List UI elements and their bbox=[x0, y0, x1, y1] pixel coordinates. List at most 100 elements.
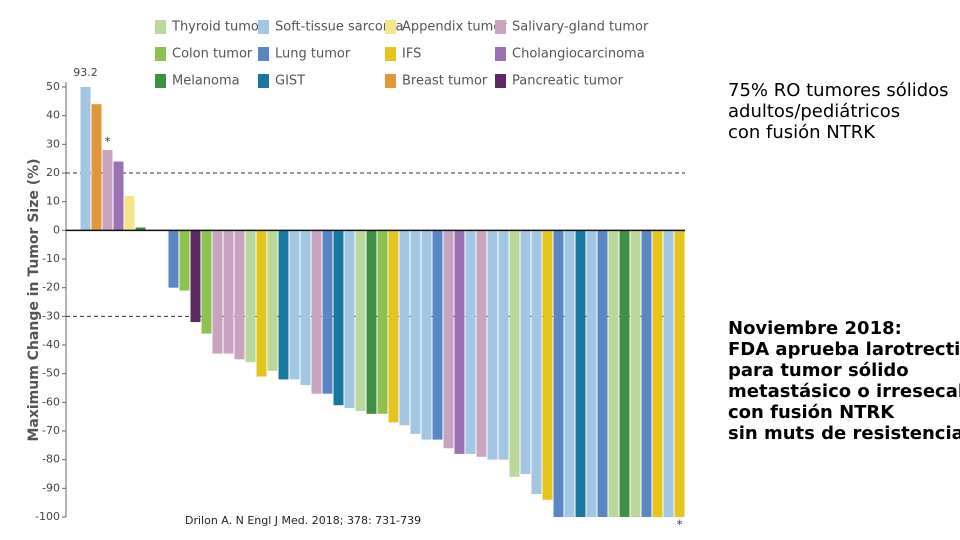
y-tick-label: 10 bbox=[46, 195, 60, 208]
legend-label: Melanoma bbox=[172, 74, 240, 89]
y-tick-label: -70 bbox=[42, 424, 60, 437]
legend-label: Colon tumor bbox=[172, 47, 253, 62]
text-line: 75% RO tumores sólidos bbox=[728, 80, 949, 101]
legend-swatch bbox=[385, 74, 396, 88]
bar bbox=[91, 104, 102, 231]
source: Drilon A. N Engl J Med. 2018; 378: 731-7… bbox=[185, 514, 421, 527]
bar bbox=[366, 230, 377, 414]
y-tick-label: -60 bbox=[42, 395, 60, 408]
annotation: * bbox=[677, 518, 683, 532]
bar bbox=[674, 230, 685, 518]
bar bbox=[234, 230, 245, 360]
value-label: 93.2 bbox=[73, 66, 98, 79]
bar bbox=[124, 195, 135, 231]
text-block: Noviembre 2018:FDA aprueba larotrectinib… bbox=[728, 318, 960, 444]
bar bbox=[135, 227, 146, 231]
text-line: Noviembre 2018: bbox=[728, 318, 902, 339]
legend-label: Appendix tumor bbox=[402, 20, 507, 35]
bar bbox=[102, 150, 113, 231]
legend-label: IFS bbox=[402, 47, 421, 62]
bar bbox=[212, 230, 223, 354]
y-tick-label: -90 bbox=[42, 481, 60, 494]
text-line: FDA aprueba larotrectinib bbox=[728, 339, 960, 360]
bar bbox=[641, 230, 652, 518]
bar bbox=[443, 230, 454, 449]
y-tick-label: -100 bbox=[35, 510, 60, 523]
bar bbox=[564, 230, 575, 518]
bar bbox=[278, 230, 289, 380]
legend-label: GIST bbox=[275, 74, 305, 89]
bar bbox=[652, 230, 663, 518]
bar bbox=[267, 230, 278, 371]
legend-label: Lung tumor bbox=[275, 47, 351, 62]
bar bbox=[454, 230, 465, 454]
bar bbox=[630, 230, 641, 518]
legend-swatch bbox=[495, 47, 506, 61]
bar bbox=[201, 230, 212, 334]
bar bbox=[531, 230, 542, 495]
legend-swatch bbox=[385, 47, 396, 61]
text-line: sin muts de resistencia bbox=[728, 423, 960, 444]
y-tick-label: -20 bbox=[42, 281, 60, 294]
bar bbox=[553, 230, 564, 518]
bar bbox=[663, 230, 674, 518]
legend-swatch bbox=[258, 47, 269, 61]
bar bbox=[608, 230, 619, 518]
legend-swatch bbox=[495, 20, 506, 34]
bar bbox=[80, 87, 91, 231]
bar bbox=[344, 230, 355, 409]
bar bbox=[300, 230, 311, 386]
annotation: * bbox=[105, 135, 111, 149]
bar bbox=[113, 161, 124, 231]
legend-label: Breast tumor bbox=[402, 74, 488, 89]
y-axis-label: Maximum Change in Tumor Size (%) bbox=[26, 158, 42, 441]
legend-swatch bbox=[155, 47, 166, 61]
legend-swatch bbox=[385, 20, 396, 34]
y-tick-label: -80 bbox=[42, 453, 60, 466]
bar bbox=[421, 230, 432, 440]
bar bbox=[355, 230, 366, 411]
bar bbox=[322, 230, 333, 394]
bars bbox=[80, 87, 685, 518]
bar bbox=[575, 230, 586, 518]
legend-swatch bbox=[495, 74, 506, 88]
y-tick-label: 30 bbox=[46, 137, 60, 150]
y-tick-label: 40 bbox=[46, 109, 60, 122]
bar bbox=[179, 230, 190, 291]
text-line: para tumor sólido bbox=[728, 360, 909, 381]
legend-label: Pancreatic tumor bbox=[512, 74, 624, 89]
bar bbox=[190, 230, 201, 323]
text-line: metastásico o irresecable bbox=[728, 381, 960, 402]
bar bbox=[498, 230, 509, 460]
bar bbox=[223, 230, 234, 354]
legend-label: Thyroid tumor bbox=[171, 20, 265, 35]
y-tick-label: -50 bbox=[42, 367, 60, 380]
legend-swatch bbox=[155, 20, 166, 34]
y-tick-label: 50 bbox=[46, 80, 60, 93]
legend-swatch bbox=[155, 74, 166, 88]
y-tick-label: 20 bbox=[46, 166, 60, 179]
bar bbox=[597, 230, 608, 518]
y-tick-label: -40 bbox=[42, 338, 60, 351]
legend-swatch bbox=[258, 74, 269, 88]
bar bbox=[465, 230, 476, 454]
bar bbox=[377, 230, 388, 414]
y-tick-label: -30 bbox=[42, 309, 60, 322]
legend-label: Salivary-gland tumor bbox=[512, 20, 649, 35]
bar bbox=[168, 230, 179, 288]
bar bbox=[333, 230, 344, 406]
chart: Maximum Change in Tumor Size (%) Drilon … bbox=[26, 20, 685, 532]
text-line: con fusión NTRK bbox=[728, 402, 895, 423]
bar bbox=[388, 230, 399, 423]
bar bbox=[311, 230, 322, 394]
legend-swatch bbox=[258, 20, 269, 34]
text-block: 75% RO tumores sólidos adultos/pediátrico… bbox=[728, 80, 960, 143]
legend-label: Soft-tissue sarcoma bbox=[275, 20, 404, 35]
bar bbox=[509, 230, 520, 477]
bar bbox=[542, 230, 553, 500]
bar bbox=[520, 230, 531, 474]
bar bbox=[245, 230, 256, 363]
bar bbox=[476, 230, 487, 457]
bar bbox=[619, 230, 630, 518]
